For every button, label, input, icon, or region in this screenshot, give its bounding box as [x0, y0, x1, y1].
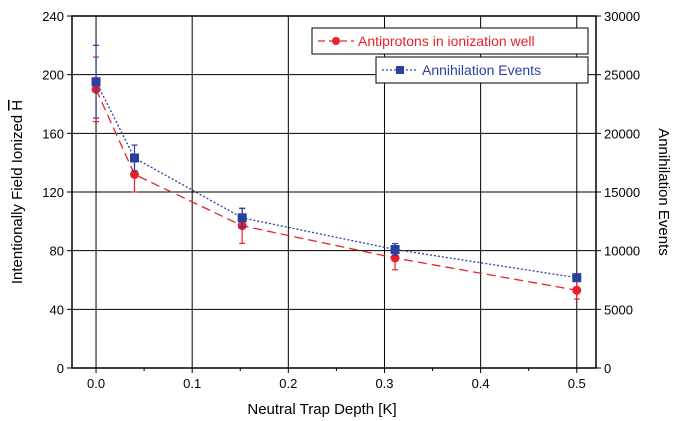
x-tick-label: 0.0 — [87, 376, 105, 391]
y2-tick-label: 5000 — [604, 302, 633, 317]
data-point — [572, 285, 582, 295]
data-point — [390, 244, 400, 254]
y2-tick-label: 30000 — [604, 9, 640, 24]
data-point — [572, 273, 582, 283]
series-2 — [91, 44, 582, 283]
data-point — [129, 169, 139, 179]
data-series — [91, 44, 582, 300]
y2-tick-label: 20000 — [604, 126, 640, 141]
y2-tick-label: 25000 — [604, 68, 640, 83]
legend: Antiprotons in ionization well Annihilat… — [311, 27, 589, 84]
x-tick-label: 0.4 — [472, 376, 490, 391]
x-tick-label: 0.1 — [183, 376, 201, 391]
legend-label-2: Annihilation Events — [422, 62, 541, 78]
y2-axis-title: Annihilation Events — [655, 128, 672, 256]
axis-ticks: 0.0 0.1 0.2 0.3 0.4 0.5 0 40 80 120 160 200 240 0 5000… — [42, 9, 640, 391]
y-tick-label: 240 — [42, 9, 64, 24]
y-tick-label: 160 — [42, 126, 64, 141]
x-tick-label: 0.3 — [375, 376, 393, 391]
legend-marker-2 — [396, 66, 404, 74]
y-axis-title: Intentionally Field Ionized H — [9, 100, 26, 284]
series-1 — [91, 56, 582, 300]
y2-tick-label: 15000 — [604, 185, 640, 200]
x-axis-title: Neutral Trap Depth [K] — [247, 401, 396, 418]
legend-marker-1 — [332, 37, 340, 45]
data-point — [129, 153, 139, 163]
data-point — [237, 213, 247, 223]
y2-tick-label: 0 — [604, 361, 611, 376]
series-line — [95, 89, 577, 291]
y2-tick-label: 10000 — [604, 244, 640, 259]
y-tick-label: 120 — [42, 185, 64, 200]
data-point — [91, 77, 101, 87]
y-tick-label: 80 — [50, 244, 64, 259]
y-tick-label: 200 — [42, 68, 64, 83]
legend-box-1 — [311, 27, 589, 55]
y-tick-label: 40 — [50, 302, 64, 317]
y-tick-label: 0 — [57, 361, 64, 376]
series-line — [95, 81, 577, 279]
x-tick-label: 0.2 — [279, 376, 297, 391]
legend-label-1: Antiprotons in ionization well — [358, 33, 535, 49]
x-tick-label: 0.5 — [568, 376, 586, 391]
